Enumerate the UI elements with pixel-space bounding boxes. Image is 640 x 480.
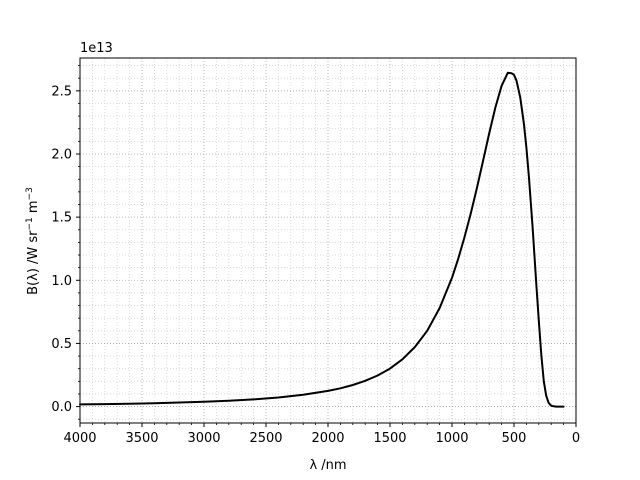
x-tick-label: 4000	[63, 431, 96, 446]
y-tick-label: 2.5	[51, 84, 72, 99]
y-tick-label: 2.0	[51, 147, 72, 162]
y-tick-label: 1.0	[51, 274, 72, 289]
x-tick-label: 500	[502, 431, 527, 446]
minor-grid	[80, 58, 576, 423]
x-tick-label: 3500	[125, 431, 158, 446]
spectral-radiance-line	[79, 71, 565, 408]
x-tick-label: 3000	[187, 431, 220, 446]
x-tick-label: 2500	[249, 431, 282, 446]
x-tick-label: 0	[572, 431, 580, 446]
y-tick-label: 1.5	[51, 211, 72, 226]
x-tick-label: 2000	[311, 431, 344, 446]
x-axis-ticks: 4000 3500 3000 2500 2000 1500 1000 500 0	[63, 423, 580, 446]
y-axis-label: B(λ) /W sr−1 m−3	[25, 187, 41, 295]
x-tick-label: 1000	[435, 431, 468, 446]
x-axis-label: λ /nm	[309, 458, 346, 473]
y-tick-label: 0.0	[51, 400, 72, 415]
y-offset-text: 1e13	[80, 41, 113, 56]
x-tick-label: 1500	[373, 431, 406, 446]
series-layer	[79, 71, 565, 408]
y-tick-label: 0.5	[51, 337, 72, 352]
y-axis-ticks: 0.0 0.5 1.0 1.5 2.0 2.5	[51, 65, 80, 420]
